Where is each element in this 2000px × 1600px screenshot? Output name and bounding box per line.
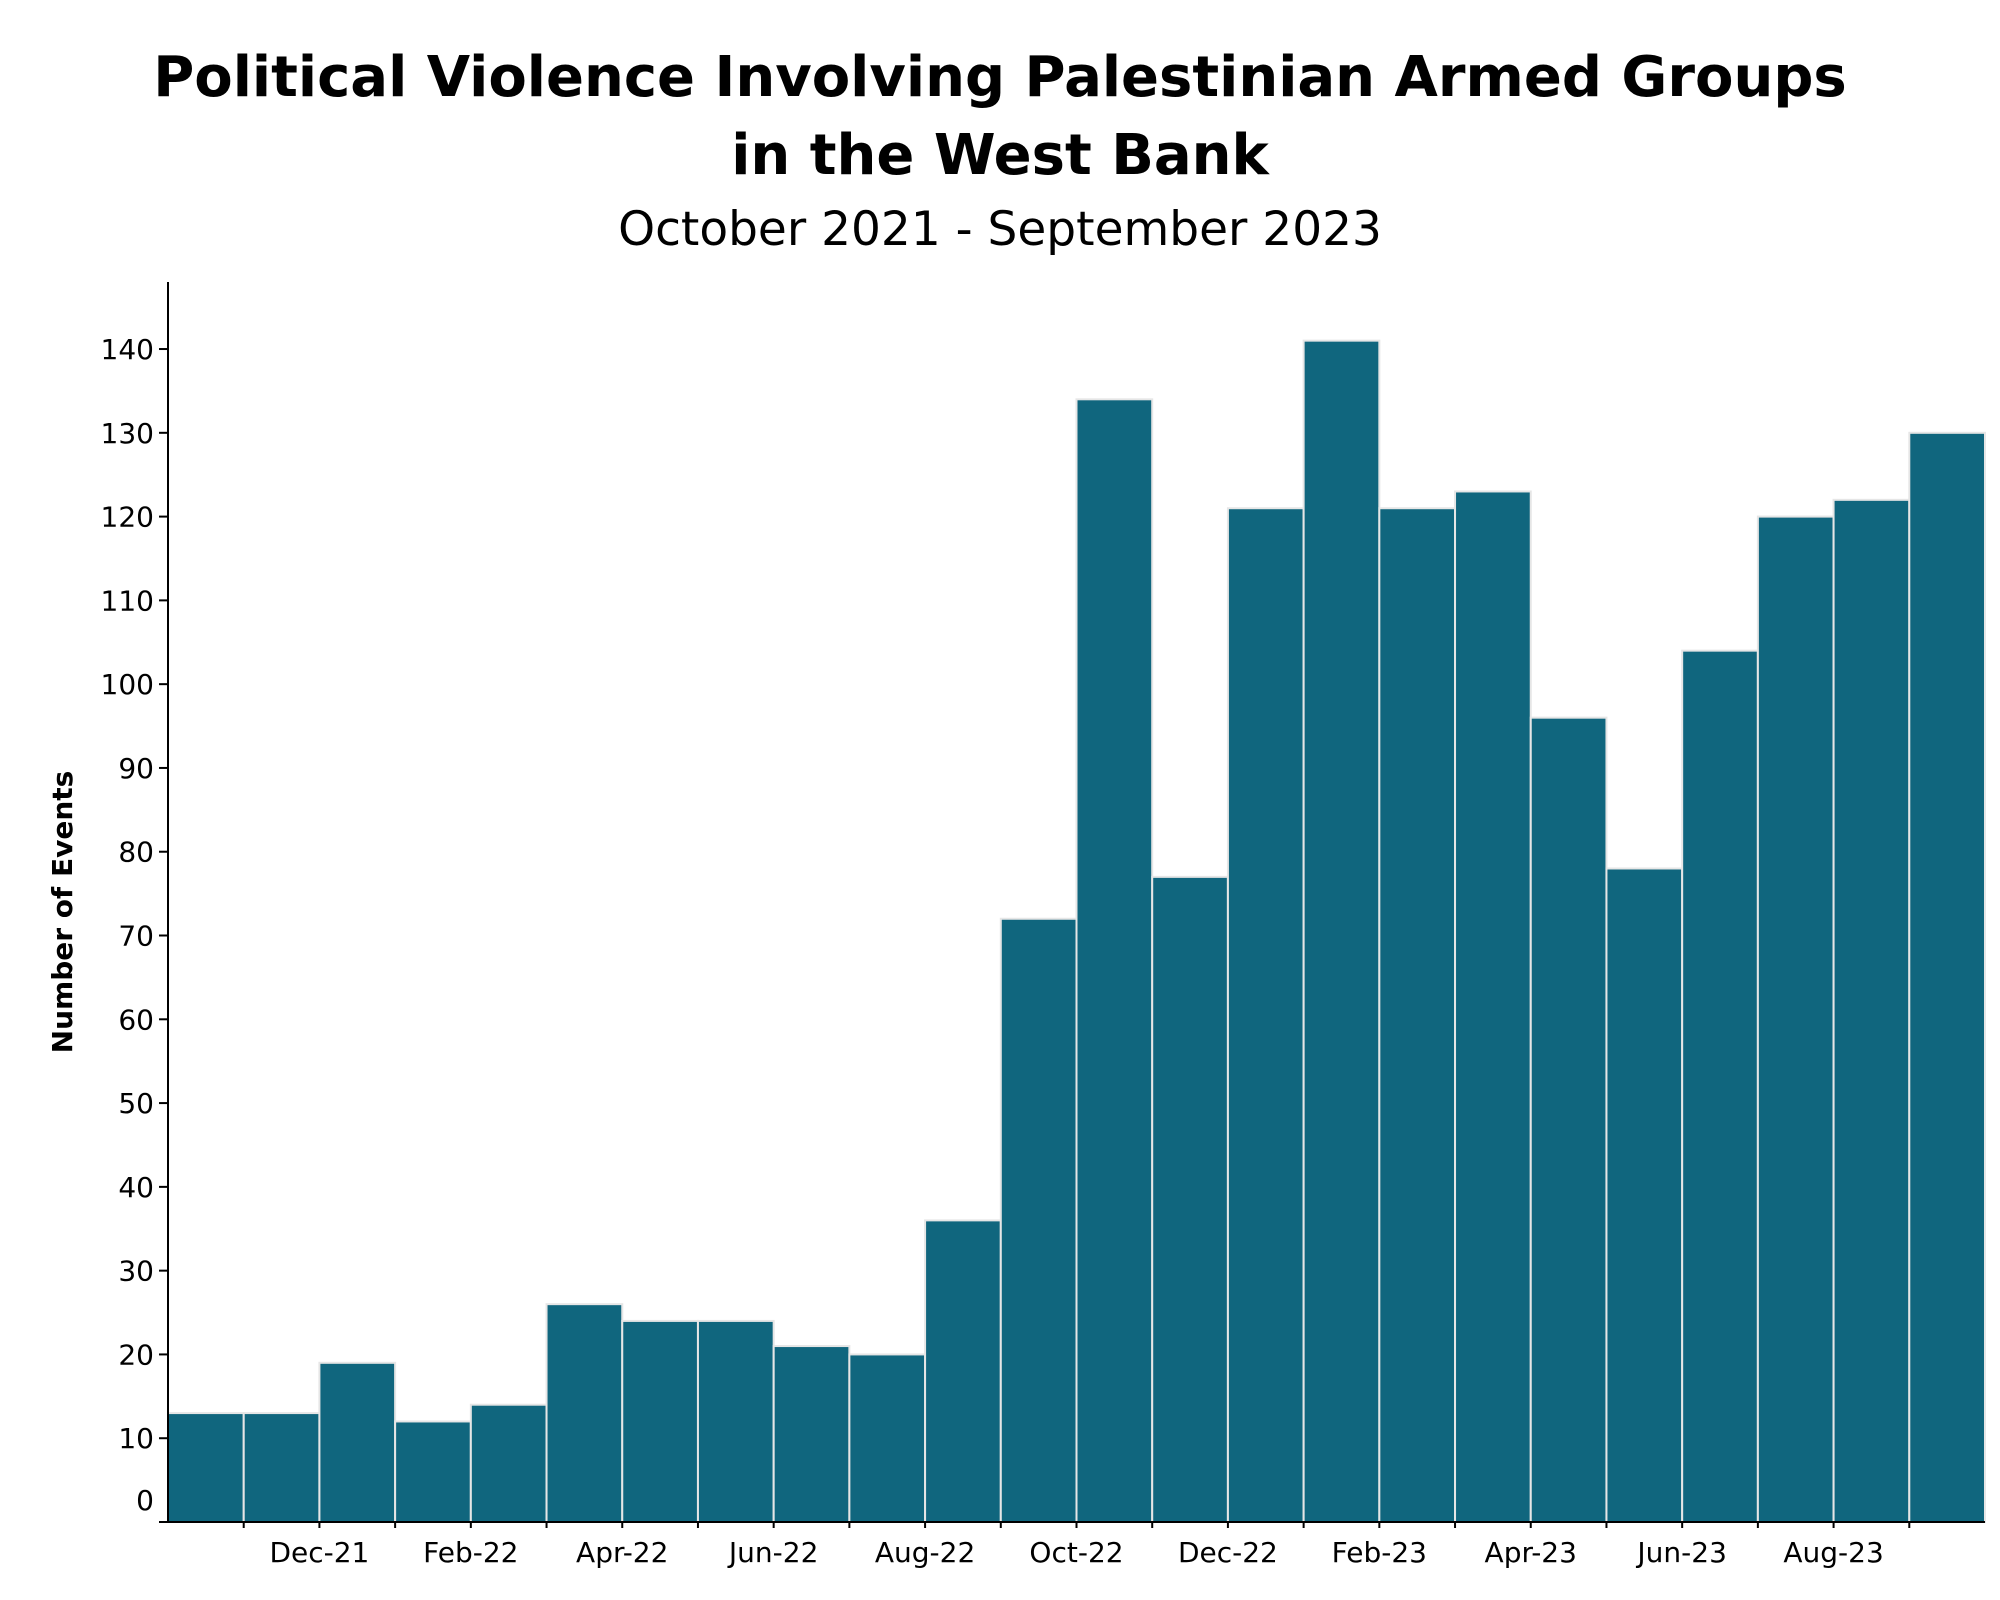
bars-group <box>167 339 1986 1524</box>
bar-mar-22 <box>545 1303 624 1523</box>
bar-jan-23 <box>1302 339 1381 1523</box>
y-tick-label: 130 <box>101 417 154 450</box>
x-tick-label: Feb-22 <box>423 1536 518 1569</box>
y-tick-label: 40 <box>118 1171 154 1204</box>
y-tick-label: 120 <box>101 501 154 534</box>
bar-mar-23 <box>1454 490 1532 1523</box>
y-tick-label: 70 <box>118 920 154 953</box>
y-tick-label: 80 <box>118 836 154 869</box>
bar-may-23 <box>1605 867 1684 1523</box>
x-tick-label: Jun-22 <box>727 1536 818 1569</box>
y-tick-label: 50 <box>118 1087 154 1120</box>
y-tick-label: 30 <box>118 1255 154 1288</box>
y-axis: 0 10 20 30 40 50 60 70 80 90 100 110 120 130 140 <box>101 282 169 1523</box>
x-tick-label: Apr-23 <box>1485 1536 1577 1569</box>
x-tick-label: Oct-22 <box>1029 1536 1123 1569</box>
x-tick-label: Aug-23 <box>1783 1536 1883 1569</box>
y-tick-label: 60 <box>118 1003 154 1036</box>
bar-jan-22 <box>394 1420 472 1524</box>
chart-subtitle: October 2021 - September 2023 <box>618 202 1382 257</box>
bar-jun-23 <box>1681 649 1759 1523</box>
bar-feb-23 <box>1378 507 1457 1524</box>
y-tick-label: 100 <box>101 668 154 701</box>
bar-jun-22 <box>772 1345 851 1524</box>
bar-jul-22 <box>848 1353 927 1523</box>
y-tick-label: 90 <box>118 752 154 785</box>
chart-title-line-1: Political Violence Involving Palestinian… <box>153 45 1847 110</box>
bar-aug-23 <box>1832 498 1911 1523</box>
y-axis-title: Number of Events <box>46 771 79 1054</box>
chart-title-line-2: in the West Bank <box>731 123 1269 188</box>
bar-oct-22 <box>1075 398 1154 1524</box>
x-tick-label: Jun-23 <box>1635 1536 1726 1569</box>
bar-dec-22 <box>1226 507 1305 1524</box>
bar-dec-21 <box>318 1361 397 1523</box>
x-axis: Dec-21 Feb-22 Apr-22 Jun-22 Aug-22 Oct-22 Dec-… <box>168 1521 1985 1569</box>
y-tick-label: 110 <box>101 584 154 617</box>
bar-apr-23 <box>1529 716 1608 1523</box>
x-tick-label: Apr-22 <box>576 1536 668 1569</box>
bar-may-22 <box>696 1319 775 1524</box>
y-tick-label: 140 <box>101 333 154 366</box>
y-tick-label: 0 <box>136 1484 154 1517</box>
x-tick-label: Dec-21 <box>269 1536 369 1569</box>
bar-sep-22 <box>999 917 1078 1523</box>
bar-apr-22 <box>621 1319 699 1524</box>
x-tick-label: Feb-23 <box>1332 1536 1427 1569</box>
bar-sep-23 <box>1908 431 1986 1524</box>
x-tick-label: Aug-22 <box>875 1536 975 1569</box>
bar-nov-22 <box>1151 875 1229 1523</box>
bar-aug-22 <box>924 1219 1002 1524</box>
bar-jul-23 <box>1756 515 1835 1523</box>
bar-feb-22 <box>469 1403 548 1524</box>
x-tick-label: Dec-22 <box>1178 1536 1278 1569</box>
y-tick-label: 20 <box>118 1338 154 1371</box>
bar-nov-21 <box>242 1412 321 1523</box>
y-tick-label: 10 <box>118 1422 154 1455</box>
bar-oct-21 <box>167 1412 245 1523</box>
